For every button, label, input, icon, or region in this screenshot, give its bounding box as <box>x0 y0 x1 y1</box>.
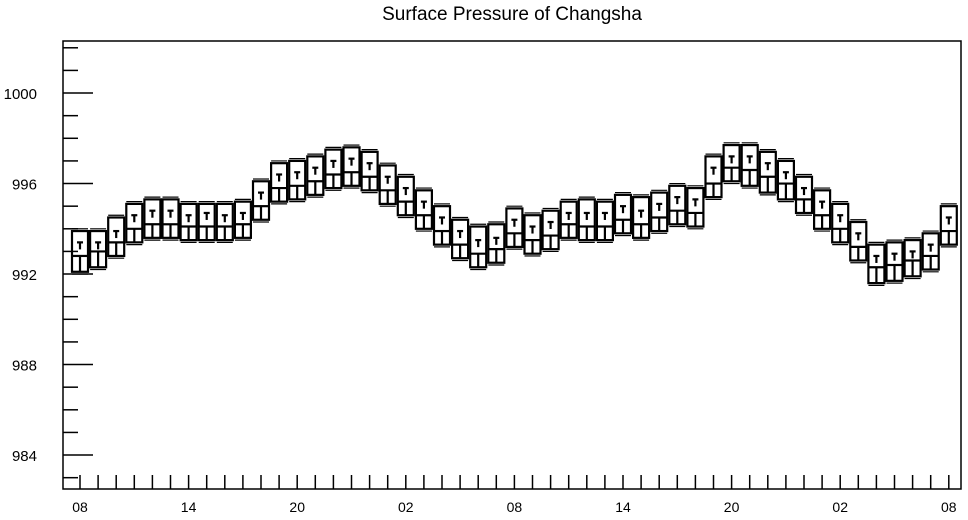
x-tick-label: 02 <box>398 499 414 515</box>
box-item <box>776 158 796 203</box>
box-item <box>107 214 126 259</box>
box-item <box>88 228 108 271</box>
box-item <box>921 230 940 273</box>
box-item <box>451 216 470 262</box>
box-item <box>378 162 397 207</box>
box-item <box>559 198 578 241</box>
box-item <box>939 203 958 248</box>
box-item <box>523 212 542 257</box>
box-item <box>613 191 633 237</box>
box-item <box>831 201 850 246</box>
box-item <box>270 160 289 205</box>
box-item <box>849 219 868 264</box>
box-item <box>541 207 560 253</box>
y-tick-label: 988 <box>12 358 37 375</box>
plot-frame <box>62 40 962 490</box>
chart-title: Surface Pressure of Changsha <box>382 4 642 25</box>
box-item <box>469 223 488 271</box>
box-item <box>885 239 904 284</box>
box-item <box>432 203 452 248</box>
box-iqr <box>722 143 741 183</box>
box-item <box>595 198 615 243</box>
box-item <box>686 185 705 230</box>
box-item <box>288 158 307 203</box>
box-item <box>143 196 162 241</box>
box-item <box>487 221 506 266</box>
x-tick-label: 14 <box>615 499 631 515</box>
box-series <box>70 142 958 286</box>
box-item <box>505 205 524 250</box>
box-item <box>70 228 90 275</box>
y-tick-label: 1000 <box>4 86 37 103</box>
box-item <box>324 146 343 191</box>
y-tick-label: 984 <box>12 448 37 465</box>
box-item <box>867 241 886 286</box>
box-item <box>215 201 234 243</box>
box-item <box>668 182 687 228</box>
box-item <box>794 173 814 216</box>
box-item <box>360 149 379 194</box>
box-item <box>251 178 271 223</box>
x-tick-label: 08 <box>72 499 88 515</box>
box-item <box>650 189 669 234</box>
x-tick-label: 08 <box>941 499 957 515</box>
box-item <box>812 187 832 232</box>
x-axis: 08 14 20 02 08 14 20 02 08 <box>72 475 957 515</box>
y-tick-label: 996 <box>12 177 37 194</box>
x-tick-label: 08 <box>507 499 523 515</box>
box-item <box>197 201 216 243</box>
box-item <box>740 142 759 189</box>
box-item <box>233 198 252 241</box>
box-item <box>306 153 325 198</box>
box-item <box>414 187 433 232</box>
box-item <box>704 153 723 200</box>
box-item <box>577 196 596 243</box>
box-item <box>903 237 922 280</box>
y-tick-label: 992 <box>12 267 37 284</box>
box-item <box>125 201 144 246</box>
box-item <box>342 144 361 189</box>
box-item <box>396 173 415 219</box>
x-tick-label: 02 <box>832 499 848 515</box>
box-item <box>179 201 198 243</box>
x-tick-label: 20 <box>724 499 740 515</box>
box-item <box>161 196 180 241</box>
x-tick-label: 20 <box>289 499 305 515</box>
box-item <box>722 142 741 185</box>
x-tick-label: 14 <box>181 499 197 515</box>
box-item <box>631 194 651 241</box>
box-item <box>758 149 777 196</box>
